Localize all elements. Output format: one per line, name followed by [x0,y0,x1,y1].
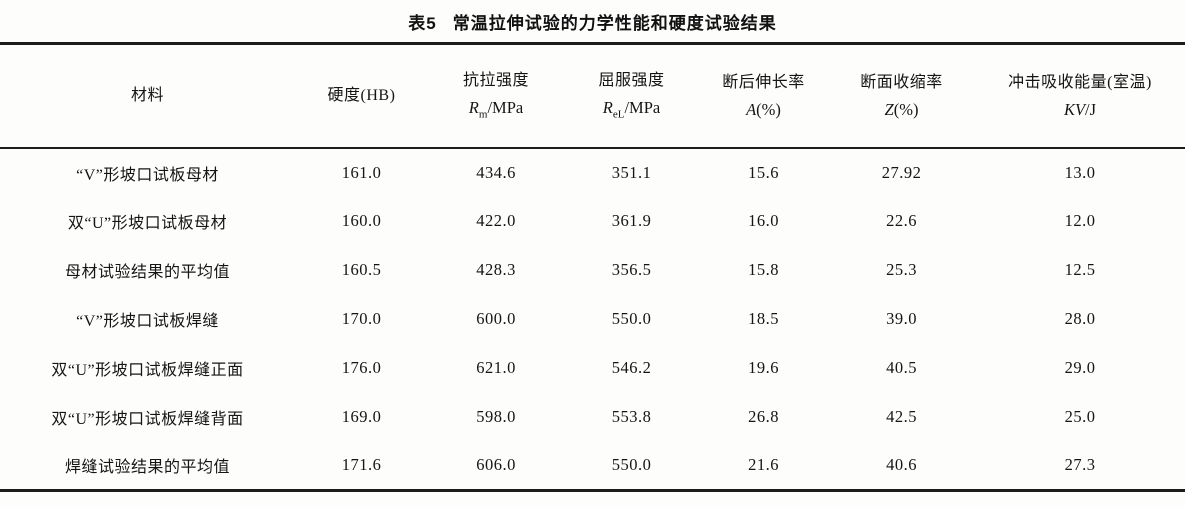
table-title-text: 常温拉伸试验的力学性能和硬度试验结果 [452,13,777,33]
header-symbol: ReL/MPa [564,95,699,124]
cell-material: 焊缝试验结果的平均值 [64,459,230,477]
cell-elongation: 19.6 [748,358,779,377]
results-table: 材料 硬度(HB) 抗拉强度 Rm/MPa 屈服强度 ReL/MPa 断后伸长率… [0,42,1185,492]
cell-reduction: 42.5 [886,407,917,426]
symbol-Z: Z [884,99,894,119]
col-header-impact-energy: 冲击吸收能量(室温) KV/J [975,44,1185,148]
col-header-yield-strength: 屈服强度 ReL/MPa [564,44,699,148]
table-number: 表5 [408,13,437,33]
table-row: 母材试验结果的平均值 160.5 428.3 356.5 15.8 25.3 1… [0,246,1185,295]
table-body: “V”形坡口试板母材 161.0 434.6 351.1 15.6 27.92 … [0,148,1185,491]
table-row: 双“U”形坡口试板焊缝背面 169.0 598.0 553.8 26.8 42.… [0,393,1185,442]
header-label: 硬度(HB) [327,86,396,104]
cell-reduction: 25.3 [886,260,917,279]
col-header-material: 材料 [0,44,295,148]
table-header: 材料 硬度(HB) 抗拉强度 Rm/MPa 屈服强度 ReL/MPa 断后伸长率… [0,44,1185,148]
cell-impact: 25.0 [1064,407,1096,426]
subscript: m [478,108,488,121]
unit-label: (%) [756,99,781,119]
cell-hardness: 171.6 [341,455,382,475]
header-symbol: A(%) [699,97,828,123]
col-header-tensile-strength: 抗拉强度 Rm/MPa [428,44,564,148]
cell-tensile: 621.0 [476,358,516,377]
col-header-elongation: 断后伸长率 A(%) [699,44,828,148]
cell-hardness: 160.0 [341,211,382,230]
subscript: eL [612,108,625,121]
cell-elongation: 16.0 [748,211,779,230]
cell-tensile: 606.0 [476,455,516,475]
unit-label: /MPa [624,98,661,118]
cell-hardness: 176.0 [341,358,382,377]
cell-material: 母材试验结果的平均值 [64,264,230,281]
cell-yield: 361.9 [611,211,652,230]
cell-yield: 356.5 [611,260,652,279]
header-label: 冲击吸收能量(室温) [1008,73,1152,91]
cell-tensile: 434.6 [476,162,516,182]
cell-yield: 351.1 [611,162,652,182]
cell-yield: 546.2 [611,358,652,377]
unit-label: /MPa [487,98,524,118]
cell-tensile: 598.0 [476,407,516,426]
table-row: 焊缝试验结果的平均值 171.6 606.0 550.0 21.6 40.6 2… [0,442,1185,491]
header-label: 断面收缩率 [860,73,943,91]
cell-hardness: 161.0 [341,162,382,182]
cell-hardness: 170.0 [341,309,382,328]
cell-yield: 553.8 [611,407,652,426]
cell-impact: 28.0 [1064,309,1096,328]
cell-material: 双“U”形坡口试板焊缝正面 [51,362,244,379]
cell-hardness: 169.0 [341,407,382,426]
cell-tensile: 428.3 [476,260,516,279]
cell-elongation: 21.6 [748,455,779,475]
cell-impact: 27.3 [1064,455,1096,475]
cell-tensile: 422.0 [476,211,516,230]
symbol-R: Rm [468,98,488,121]
header-label: 断后伸长率 [722,73,805,91]
cell-reduction: 40.6 [886,455,917,475]
symbol-R: ReL [602,98,625,121]
cell-tensile: 600.0 [476,309,516,328]
unit-label: /J [1085,99,1097,119]
cell-material: 双“U”形坡口试板焊缝背面 [51,411,244,428]
cell-hardness: 160.5 [341,260,382,279]
table-row: “V”形坡口试板母材 161.0 434.6 351.1 15.6 27.92 … [0,148,1185,197]
col-header-reduction-of-area: 断面收缩率 Z(%) [828,44,975,148]
cell-elongation: 15.6 [748,162,779,182]
cell-elongation: 18.5 [748,309,779,328]
cell-impact: 29.0 [1064,358,1096,377]
table-row: 双“U”形坡口试板焊缝正面 176.0 621.0 546.2 19.6 40.… [0,344,1185,393]
table-caption: 表5 常温拉伸试验的力学性能和硬度试验结果 [0,0,1185,42]
cell-yield: 550.0 [611,309,652,328]
unit-label: (%) [893,99,919,119]
cell-elongation: 26.8 [748,407,779,426]
symbol-A: A [746,99,757,119]
cell-material: 双“U”形坡口试板母材 [67,215,228,232]
cell-material: “V”形坡口试板母材 [76,166,219,184]
header-label: 材料 [130,86,164,104]
header-row: 材料 硬度(HB) 抗拉强度 Rm/MPa 屈服强度 ReL/MPa 断后伸长率… [0,44,1185,148]
cell-material: “V”形坡口试板焊缝 [76,313,219,330]
col-header-hardness: 硬度(HB) [295,44,428,148]
cell-yield: 550.0 [611,455,652,475]
header-symbol: Rm/MPa [428,95,564,124]
symbol-KV: KV [1063,99,1086,119]
header-label: 抗拉强度 [462,72,529,90]
table-row: 双“U”形坡口试板母材 160.0 422.0 361.9 16.0 22.6 … [0,197,1185,246]
header-symbol: Z(%) [828,97,975,123]
header-label: 屈服强度 [598,72,665,90]
cell-impact: 12.5 [1064,260,1096,279]
cell-reduction: 22.6 [886,211,917,230]
table-row: “V”形坡口试板焊缝 170.0 600.0 550.0 18.5 39.0 2… [0,295,1185,344]
cell-reduction: 27.92 [881,162,922,182]
header-symbol: KV/J [975,97,1185,123]
cell-elongation: 15.8 [748,260,779,279]
cell-impact: 13.0 [1064,162,1096,182]
cell-reduction: 40.5 [886,358,917,377]
cell-impact: 12.0 [1064,211,1096,230]
cell-reduction: 39.0 [886,309,917,328]
